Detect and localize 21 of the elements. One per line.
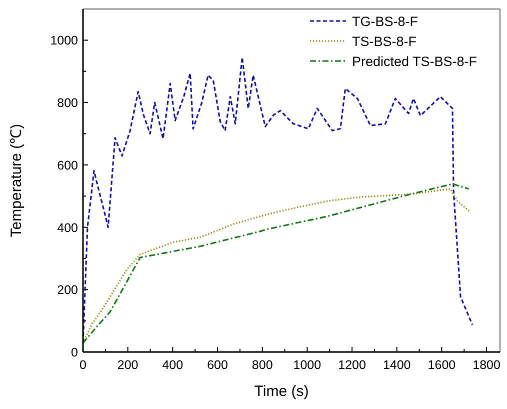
- x-tick-label: 1000: [293, 358, 322, 372]
- x-tick-label: 1200: [338, 358, 366, 372]
- x-tick-label: 800: [252, 358, 273, 372]
- x-axis-title: Time (s): [254, 383, 309, 400]
- y-tick-label: 200: [57, 283, 78, 298]
- y-tick-label: 600: [57, 158, 78, 172]
- legend-label: Predicted TS-BS-8-F: [352, 54, 478, 69]
- y-tick-label: 1000: [50, 34, 78, 48]
- x-tick-label: 0: [80, 358, 87, 372]
- x-tick-label: 200: [117, 358, 138, 372]
- x-tick-label: 600: [207, 358, 228, 372]
- legend-label: TS-BS-8-F: [352, 34, 417, 49]
- y-tick-label: 0: [71, 346, 78, 360]
- y-tick-label: 800: [57, 96, 78, 110]
- x-tick-label: 1400: [382, 358, 411, 372]
- y-tick-label: 400: [57, 220, 78, 235]
- legend-label: TG-BS-8-F: [352, 14, 418, 29]
- y-axis-title: Temperature (℃): [8, 124, 25, 238]
- x-tick-label: 1600: [428, 358, 456, 372]
- x-tick-label: 1800: [472, 358, 500, 372]
- x-tick-label: 400: [162, 358, 184, 372]
